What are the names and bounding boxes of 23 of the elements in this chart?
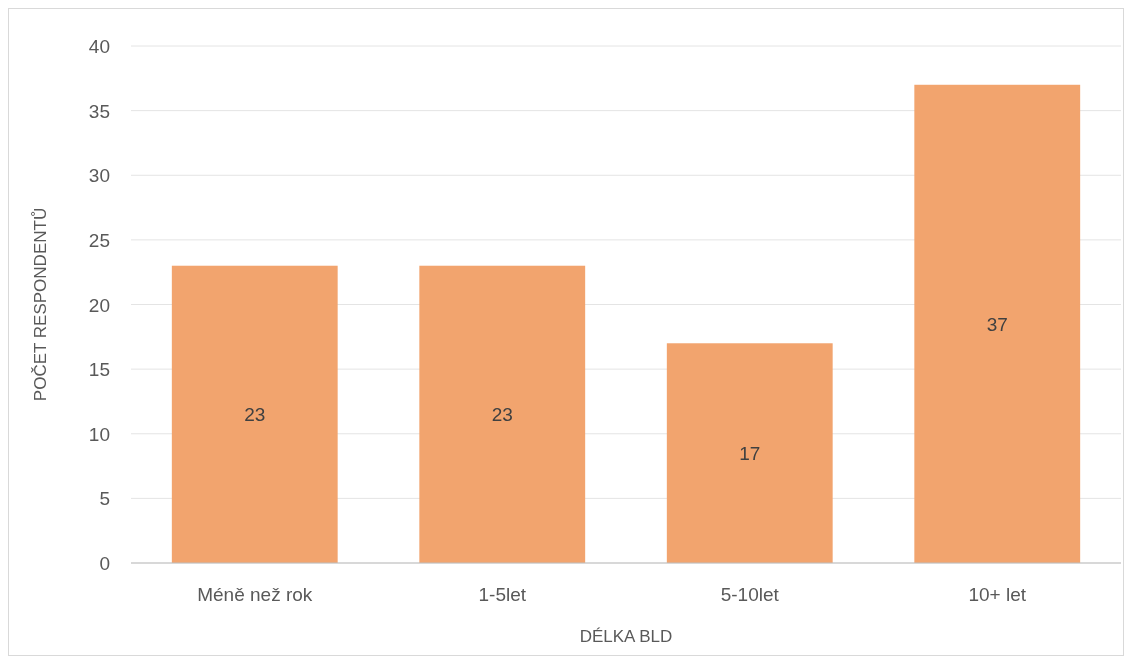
y-tick-label: 0 <box>99 553 110 574</box>
y-tick-label: 5 <box>99 488 110 510</box>
y-tick-label: 10 <box>88 423 110 445</box>
data-label: 23 <box>491 404 513 426</box>
y-tick-label: 15 <box>88 359 110 381</box>
data-label: 37 <box>986 313 1008 335</box>
x-tick-label: 1-5let <box>478 584 527 605</box>
bar <box>171 265 338 563</box>
bar <box>914 84 1081 563</box>
y-tick-label: 20 <box>88 294 110 316</box>
y-axis-title: POČET RESPONDENTŮ <box>31 207 50 402</box>
bar <box>419 265 586 563</box>
x-tick-label: Méně než rok <box>197 584 313 605</box>
y-tick-label: 25 <box>88 229 110 251</box>
y-tick-label: 40 <box>88 36 110 57</box>
y-tick-label: 30 <box>88 165 110 187</box>
x-tick-label: 10+ let <box>968 584 1027 605</box>
bar <box>666 343 833 563</box>
data-label: 23 <box>244 404 266 426</box>
x-axis-title: DÉLKA BLD <box>579 627 673 646</box>
y-tick-label: 35 <box>88 100 110 122</box>
x-tick-label: 5-10let <box>720 584 780 605</box>
data-label: 17 <box>739 443 761 465</box>
